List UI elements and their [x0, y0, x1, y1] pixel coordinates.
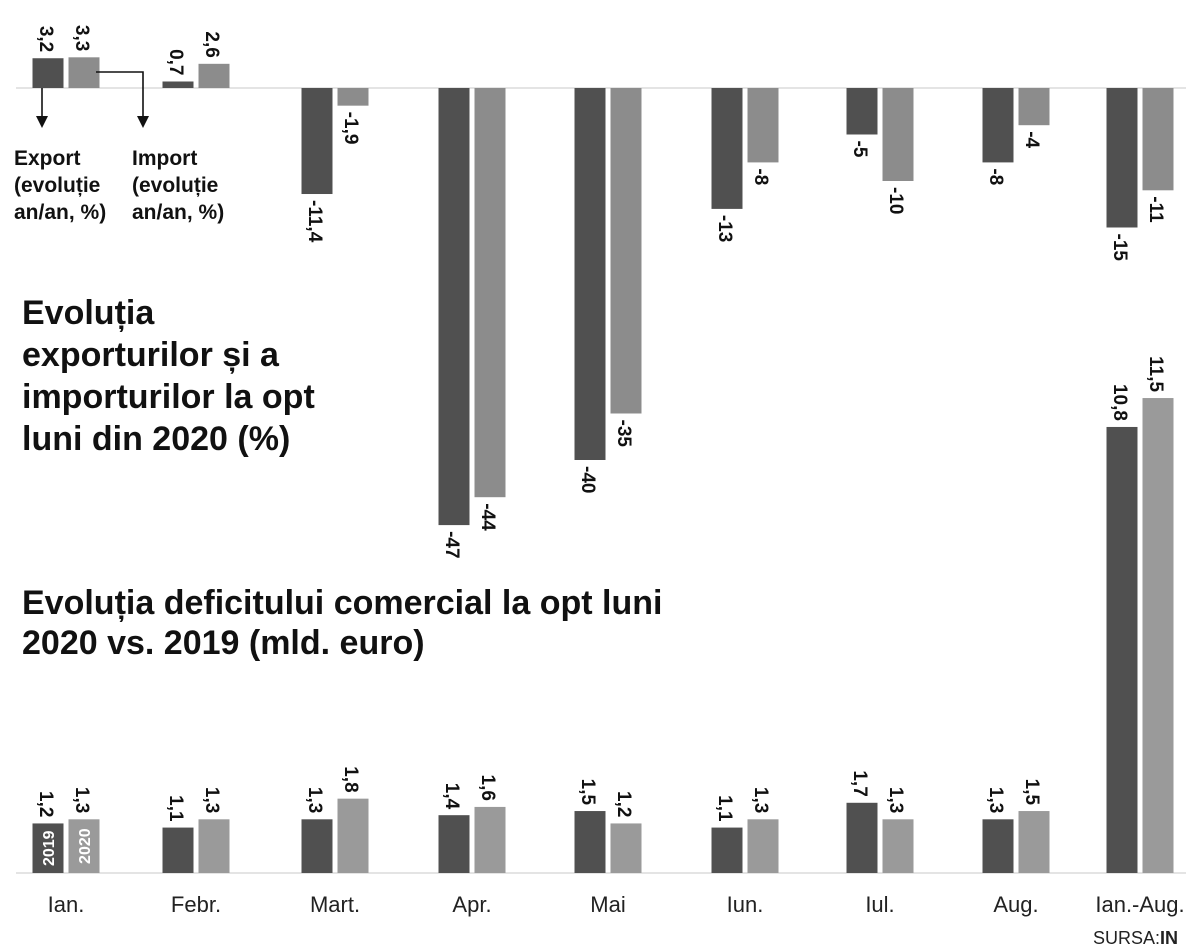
bar-export-7 [982, 88, 1014, 163]
label-2019-1: 1,1 [165, 795, 186, 822]
label-2019-8: 10,8 [1109, 384, 1130, 421]
label-export-1: 0,7 [165, 49, 186, 75]
bar-2020-6 [882, 819, 914, 873]
bar-export-2 [301, 88, 333, 195]
label-import-0: 3,3 [71, 25, 92, 51]
label-export-5: -13 [714, 215, 735, 242]
bar-export-8 [1106, 88, 1138, 228]
bar-import-3 [474, 88, 506, 498]
bar-2019-1 [162, 827, 194, 873]
label-2020-8: 11,5 [1145, 356, 1166, 392]
label-import-4: -35 [613, 420, 634, 448]
label-2020-2: 1,8 [340, 766, 361, 792]
bar-2020-5 [747, 819, 779, 873]
bar-import-2 [337, 88, 369, 106]
label-2020-4: 1,2 [613, 791, 634, 817]
bar-export-4 [574, 88, 606, 460]
label-import-2: -1,9 [340, 112, 361, 145]
bar-2020-3 [474, 806, 506, 873]
legend-year-2020: 2020 [77, 828, 94, 864]
label-export-7: -8 [985, 168, 1006, 185]
bar-2020-4 [610, 823, 642, 873]
label-export-3: -47 [441, 531, 462, 558]
label-export-4: -40 [577, 466, 598, 493]
bar-2019-6 [846, 802, 878, 873]
label-export-0: 3,2 [35, 26, 56, 52]
bar-2020-8 [1142, 398, 1174, 873]
bar-export-3 [438, 88, 470, 526]
category-label-3: Apr. [452, 892, 491, 917]
bar-2020-0 [68, 819, 100, 873]
bar-2019-5 [711, 827, 743, 873]
label-2020-3: 1,6 [477, 774, 498, 800]
label-2019-7: 1,3 [985, 787, 1006, 813]
label-export-6: -5 [849, 141, 870, 158]
bar-2019-4 [574, 811, 606, 873]
category-label-6: Iul. [865, 892, 894, 917]
label-2020-0: 1,3 [71, 787, 92, 813]
label-2020-6: 1,3 [885, 787, 906, 813]
label-import-3: -44 [477, 503, 498, 531]
label-export-2: -11,4 [304, 200, 325, 243]
bar-import-5 [747, 88, 779, 163]
label-import-1: 2,6 [201, 31, 222, 57]
label-2019-5: 1,1 [714, 795, 735, 822]
label-2020-7: 1,5 [1021, 779, 1042, 806]
bar-2020-7 [1018, 811, 1050, 873]
bar-2019-0 [32, 823, 64, 873]
category-label-2: Mart. [310, 892, 360, 917]
bar-export-6 [846, 88, 878, 135]
bar-export-5 [711, 88, 743, 209]
bar-export-0 [32, 58, 64, 88]
label-2020-5: 1,3 [750, 787, 771, 813]
label-import-7: -4 [1021, 131, 1042, 148]
bar-2019-8 [1106, 426, 1138, 873]
label-2019-6: 1,7 [849, 770, 870, 796]
bar-import-4 [610, 88, 642, 414]
bar-2019-7 [982, 819, 1014, 873]
bar-import-0 [68, 57, 100, 88]
legend-year-2019: 2019 [41, 830, 58, 866]
label-2019-4: 1,5 [577, 779, 598, 806]
bar-import-7 [1018, 88, 1050, 126]
category-label-8: Ian.-Aug. [1095, 892, 1184, 917]
category-label-1: Febr. [171, 892, 221, 917]
bar-import-6 [882, 88, 914, 181]
legend-import-arrow-line [96, 71, 144, 118]
label-2019-3: 1,4 [441, 783, 462, 810]
chart-title-exports-imports: Evoluția exporturilor și a importurilor la… [22, 294, 315, 458]
bar-export-1 [162, 81, 194, 88]
bar-2020-2 [337, 798, 369, 873]
label-2019-0: 1,2 [35, 791, 56, 817]
bar-2019-2 [301, 819, 333, 873]
chart-title-trade-deficit: Evoluția deficitului comercial la opt lu… [22, 584, 662, 662]
label-2020-1: 1,3 [201, 787, 222, 813]
bar-2019-3 [438, 815, 470, 873]
category-label-0: Ian. [48, 892, 85, 917]
category-label-5: Iun. [727, 892, 764, 917]
category-label-4: Mai [590, 892, 625, 917]
bar-import-1 [198, 63, 230, 88]
label-export-8: -15 [1109, 234, 1130, 262]
label-import-6: -10 [885, 187, 906, 214]
legend-export-arrow-head [36, 116, 48, 128]
legend-export-label: Export (evoluție an/an, %) [14, 147, 106, 224]
legend-import-label: Import (evoluție an/an, %) [132, 147, 224, 224]
bar-2020-1 [198, 819, 230, 873]
source-note: SURSA:IN [1093, 928, 1178, 948]
category-label-7: Aug. [993, 892, 1038, 917]
label-import-8: -11 [1145, 196, 1166, 223]
label-2019-2: 1,3 [304, 787, 325, 813]
bar-import-8 [1142, 88, 1174, 191]
legend-import-arrow-head [137, 116, 149, 128]
label-import-5: -8 [750, 168, 771, 185]
